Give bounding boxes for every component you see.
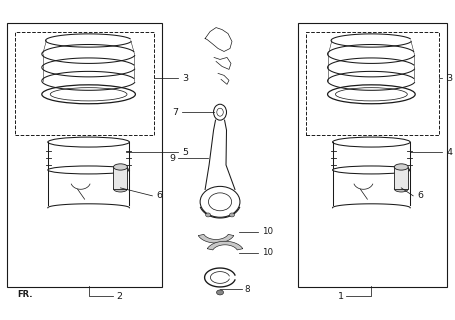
Bar bbox=[15, 32, 154, 135]
Polygon shape bbox=[198, 234, 233, 243]
Text: 3: 3 bbox=[445, 74, 451, 83]
Ellipse shape bbox=[208, 193, 231, 211]
Ellipse shape bbox=[332, 166, 410, 174]
Text: 9: 9 bbox=[169, 154, 175, 163]
Ellipse shape bbox=[48, 166, 129, 174]
Text: 8: 8 bbox=[243, 285, 249, 294]
Text: 1: 1 bbox=[337, 292, 343, 301]
Text: 5: 5 bbox=[182, 148, 188, 156]
Ellipse shape bbox=[332, 137, 410, 147]
Ellipse shape bbox=[394, 186, 407, 192]
Bar bbox=[305, 32, 438, 135]
Text: 10: 10 bbox=[261, 248, 273, 257]
Text: 10: 10 bbox=[261, 227, 273, 236]
Text: 6: 6 bbox=[416, 191, 422, 200]
Ellipse shape bbox=[213, 104, 226, 120]
Ellipse shape bbox=[113, 164, 127, 170]
Ellipse shape bbox=[229, 213, 234, 217]
Ellipse shape bbox=[200, 186, 239, 217]
Text: 4: 4 bbox=[445, 148, 451, 156]
Bar bbox=[297, 23, 446, 287]
Ellipse shape bbox=[205, 213, 210, 217]
Ellipse shape bbox=[48, 137, 129, 147]
Text: FR.: FR. bbox=[17, 290, 32, 300]
Ellipse shape bbox=[113, 186, 127, 192]
Polygon shape bbox=[205, 120, 234, 189]
Text: 7: 7 bbox=[172, 108, 178, 117]
Polygon shape bbox=[207, 241, 242, 250]
Bar bbox=[113, 167, 127, 189]
Bar bbox=[7, 23, 162, 287]
Ellipse shape bbox=[216, 290, 223, 295]
Text: 3: 3 bbox=[182, 74, 188, 83]
Ellipse shape bbox=[394, 164, 407, 170]
Text: 6: 6 bbox=[156, 191, 162, 200]
Text: 2: 2 bbox=[116, 292, 122, 301]
Bar bbox=[394, 167, 407, 189]
